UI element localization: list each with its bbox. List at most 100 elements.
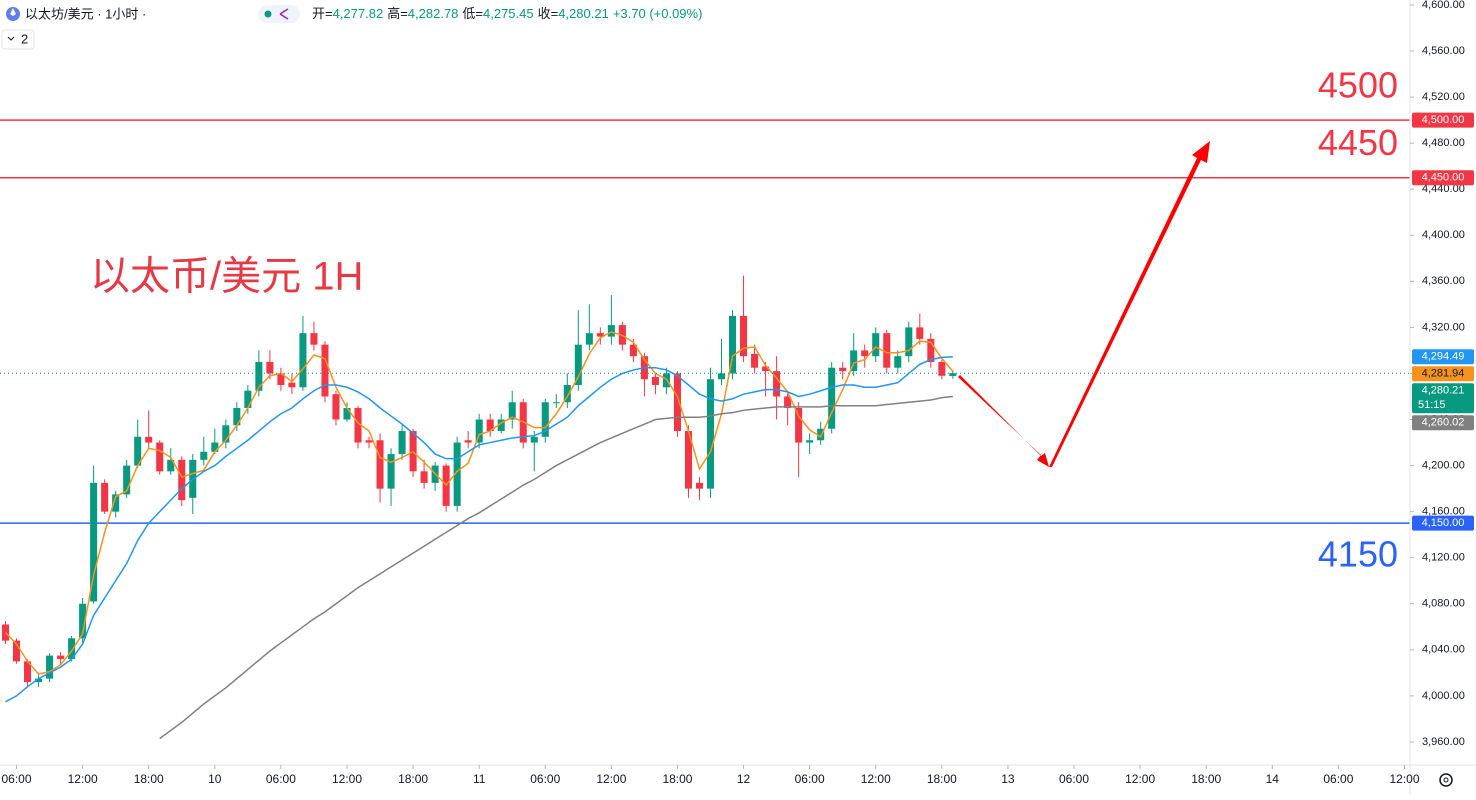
x-tick-label: 13 [1001,772,1015,786]
candle-body [729,315,737,374]
candle-body [806,440,814,443]
candle-body [673,373,681,432]
candle-body [486,419,494,432]
candle-body [607,325,615,337]
candle-body [365,440,373,443]
y-tick-label: 4,400.00 [1422,229,1465,241]
ohlc-line: 开=4,277.82 高=4,282.78 低=4,275.45 收=4,280.21… [312,6,702,21]
y-tick-label: 4,480.00 [1422,137,1465,149]
candle-body [453,442,461,506]
candle-body [828,367,836,429]
symbol[interactable]: 以太坊/美元 · 1小时 · [25,6,146,21]
candle-body [222,425,230,443]
candle-body [277,373,285,385]
ohlc-value: 4,277.82 [333,6,384,21]
candle-body [938,361,946,376]
candle-body [751,353,759,368]
ohlc-label: 收= [538,6,559,21]
y-tick-label: 4,000.00 [1422,690,1465,702]
candle-body [420,471,428,483]
indicator-toggle[interactable] [1,29,35,50]
x-tick-label: 18:00 [662,772,692,786]
status-pill[interactable] [258,5,300,23]
candle-body [949,373,957,376]
x-tick-label: 18:00 [927,772,957,786]
candle-body [79,603,87,639]
price-tag-text: 4,280.21 [1422,385,1465,397]
y-tick-label: 4,360.00 [1422,275,1465,287]
candle-body [343,408,351,420]
candle-body [684,431,693,489]
candle-body [695,482,704,489]
level-label: 4500 [1318,65,1398,106]
x-tick-label: 06:00 [1323,772,1353,786]
indicator-count: 2 [21,31,28,46]
candle-body [299,333,307,388]
candle-body [145,436,153,443]
candle-body [167,459,175,472]
candle-body [35,678,43,683]
candle-body [883,333,891,368]
y-tick-label: 4,600.00 [1422,0,1465,11]
settings-icon[interactable] [1439,773,1453,787]
ma-line [159,395,953,740]
x-tick-label: 06:00 [795,772,825,786]
countdown: 51:15 [1418,399,1446,411]
ohlc-label: 开= [312,6,333,21]
candle-body [585,333,593,345]
candle-body [497,419,505,432]
level-tag [1412,112,1474,128]
plot-area [0,119,1410,740]
ma-line [5,356,953,703]
candle-body [773,371,781,397]
candle-body [134,436,142,466]
candle-body [651,376,659,385]
level-tag-text: 4,450.00 [1422,172,1465,184]
x-tick-label: 12:00 [861,772,891,786]
x-tick-label: 12:00 [596,772,626,786]
candle-body [916,327,924,339]
candle-body [740,315,748,357]
candle-body [817,428,825,441]
candle-body [552,402,560,404]
candle-body [288,382,296,388]
price-tag-text: 4,260.02 [1422,417,1465,429]
ohlc-label: 高= [387,6,408,21]
candle-body [244,390,252,409]
candle-body [332,394,340,420]
y-tick-label: 4,520.00 [1422,91,1465,103]
x-tick-label: 18:00 [398,772,428,786]
x-tick-label: 06:00 [530,772,560,786]
y-tick-label: 4,080.00 [1422,598,1465,610]
candle-body [266,361,274,374]
x-tick-label: 18:00 [1191,772,1221,786]
y-tick-label: 4,440.00 [1422,183,1465,195]
candle-body [475,419,483,443]
candle-body [233,408,241,426]
y-tick-label: 4,200.00 [1422,459,1465,471]
status-dot [264,10,272,18]
candle-body [24,661,32,683]
x-tick-label: 12:00 [1389,772,1419,786]
y-tick-label: 4,040.00 [1422,644,1465,656]
x-tick-label: 18:00 [134,772,164,786]
candle-body [717,373,726,380]
candle-body [255,361,263,391]
ohlc-change: +3.70 (+0.09%) [613,6,703,21]
x-tick-label: 06:00 [2,772,32,786]
candle-body [563,384,571,403]
candle-body [629,344,637,357]
candle-body [46,655,54,679]
candle-body [530,436,538,443]
candle-body [112,494,120,512]
arrow-up [1049,141,1210,467]
x-tick-label: 12:00 [1125,772,1155,786]
x-tick-label: 12 [737,772,751,786]
level-tag-text: 4,500.00 [1422,114,1465,126]
candle-body [762,366,770,372]
candle-body [905,327,913,357]
level-tag [1412,170,1474,186]
candle-body [90,482,98,602]
candle-body [310,333,318,345]
